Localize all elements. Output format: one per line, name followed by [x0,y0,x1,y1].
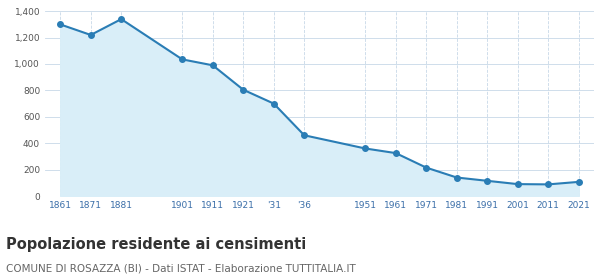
Point [452,175,461,180]
Point [208,63,218,67]
Point [116,17,126,21]
Point [55,22,65,27]
Point [178,57,187,62]
Point [513,182,523,186]
Point [361,146,370,151]
Point [544,182,553,187]
Point [269,101,278,106]
Point [238,87,248,92]
Point [391,151,401,155]
Point [574,180,584,184]
Point [86,33,95,37]
Text: Popolazione residente ai censimenti: Popolazione residente ai censimenti [6,237,306,252]
Point [482,179,492,183]
Point [421,165,431,170]
Point [299,133,309,137]
Text: COMUNE DI ROSAZZA (BI) - Dati ISTAT - Elaborazione TUTTITALIA.IT: COMUNE DI ROSAZZA (BI) - Dati ISTAT - El… [6,263,356,273]
